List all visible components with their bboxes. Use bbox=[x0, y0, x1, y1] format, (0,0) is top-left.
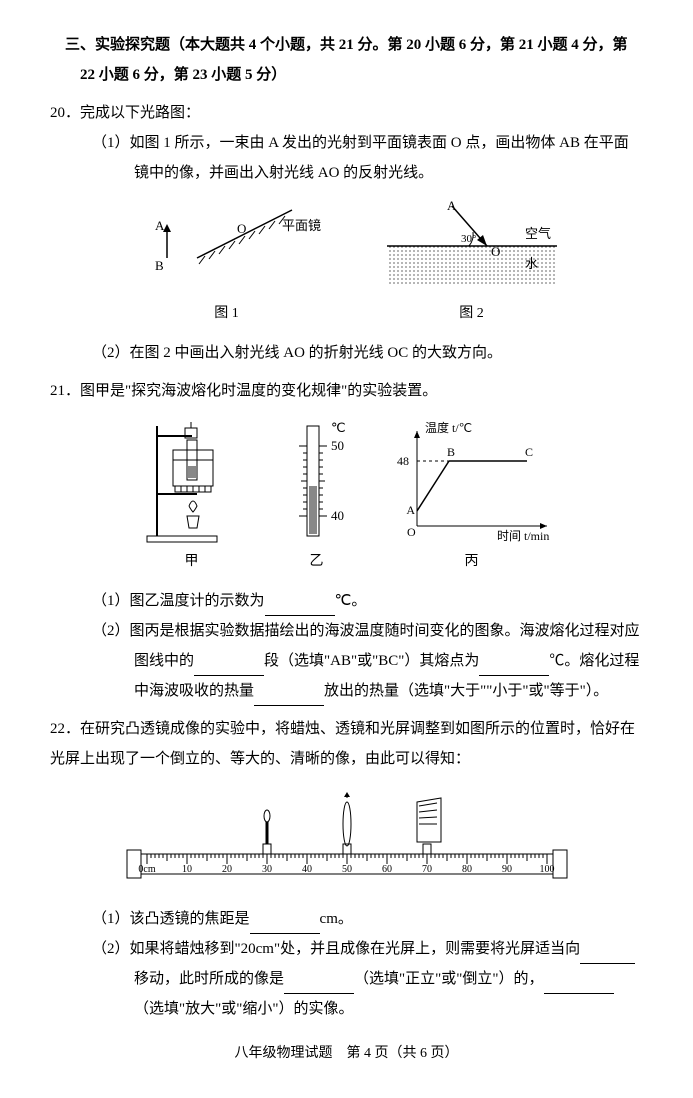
svg-text:0cm: 0cm bbox=[138, 864, 155, 875]
q22-p2-a: 如果将蜡烛移到"20cm"处，并且成像在光屏上，则需要将光屏适当向 bbox=[130, 941, 581, 957]
svg-text:平面镜: 平面镜 bbox=[282, 218, 321, 233]
svg-text:48: 48 bbox=[397, 454, 409, 468]
page-footer: 八年级物理试题 第 4 页（共 6 页） bbox=[50, 1040, 643, 1068]
svg-text:A: A bbox=[447, 198, 457, 213]
svg-text:B: B bbox=[155, 258, 164, 273]
blank bbox=[250, 915, 320, 934]
figure-jia: 甲 bbox=[137, 416, 247, 576]
blank bbox=[544, 975, 614, 994]
svg-text:水: 水 bbox=[525, 256, 538, 271]
q21-part1: （1）图乙温度计的示数为 ℃。 bbox=[92, 586, 643, 616]
q21-part2: （2）图丙是根据实验数据描绘出的海波温度随时间变化的图象。海波熔化过程对应图线中… bbox=[92, 616, 643, 706]
q21-p2-d: 放出的热量（选填"大于""小于"或"等于"）。 bbox=[324, 683, 608, 699]
blank bbox=[194, 657, 264, 676]
q22-part2: （2）如果将蜡烛移到"20cm"处，并且成像在光屏上，则需要将光屏适当向移动，此… bbox=[92, 934, 643, 1024]
svg-text:℃: ℃ bbox=[331, 420, 346, 435]
q21-p1-b: ℃。 bbox=[335, 593, 367, 609]
svg-text:70: 70 bbox=[422, 864, 432, 875]
svg-text:50: 50 bbox=[331, 438, 344, 453]
figure-1: A B O 平面镜 图 1 bbox=[127, 198, 327, 328]
optical-bench-svg: 0cm 10 20 30 40 50 60 70 80 90 100 bbox=[117, 784, 577, 894]
q22-p1-prefix: （1） bbox=[92, 911, 130, 927]
svg-text:80: 80 bbox=[462, 864, 472, 875]
svg-text:90: 90 bbox=[502, 864, 512, 875]
question-21: 21．图甲是"探究海波熔化时温度的变化规律"的实验装置。 bbox=[50, 376, 643, 706]
q22-p2-prefix: （2） bbox=[92, 941, 130, 957]
svg-text:30: 30 bbox=[262, 864, 272, 875]
blank bbox=[479, 657, 549, 676]
svg-text:O: O bbox=[237, 221, 246, 236]
q22-part1: （1）该凸透镜的焦距是 cm。 bbox=[92, 904, 643, 934]
figure-2: A O 30° 空气 水 图 2 bbox=[377, 198, 567, 328]
svg-text:40: 40 bbox=[302, 864, 312, 875]
q22-p2-b: 移动，此时所成的像是 bbox=[134, 971, 284, 987]
q22-p1-a: 该凸透镜的焦距是 bbox=[130, 911, 250, 927]
q22-stem: 在研究凸透镜成像的实验中，将蜡烛、透镜和光屏调整到如图所示的位置时，恰好在光屏上… bbox=[50, 721, 635, 767]
svg-text:100: 100 bbox=[539, 864, 554, 875]
blank bbox=[580, 945, 635, 964]
figure-yi-svg: ℃ 50 40 bbox=[277, 416, 357, 546]
svg-text:60: 60 bbox=[382, 864, 392, 875]
svg-text:温度 t/℃: 温度 t/℃ bbox=[425, 420, 472, 435]
q22-figure: 0cm 10 20 30 40 50 60 70 80 90 100 bbox=[50, 784, 643, 894]
blank bbox=[254, 687, 324, 706]
question-20: 20．完成以下光路图： （1）如图 1 所示，一束由 A 发出的光射到平面镜表面… bbox=[50, 98, 643, 368]
q20-p1-prefix: （1） bbox=[92, 135, 130, 151]
q21-number: 21． bbox=[50, 383, 80, 399]
svg-text:O: O bbox=[407, 525, 416, 539]
section-title: 三、实验探究题（本大题共 4 个小题，共 21 分。第 20 小题 6 分，第 … bbox=[50, 30, 643, 90]
svg-text:50: 50 bbox=[342, 864, 352, 875]
q20-number: 20． bbox=[50, 105, 80, 121]
figure-bing-svg: 48 A B C O 温度 t/℃ 时间 t/min bbox=[387, 416, 557, 546]
svg-text:C: C bbox=[525, 445, 533, 459]
q22-p2-d: （选填"放大"或"缩小"）的实像。 bbox=[134, 1001, 354, 1017]
figure-2-caption: 图 2 bbox=[377, 300, 567, 328]
figure-1-caption: 图 1 bbox=[127, 300, 327, 328]
svg-text:30°: 30° bbox=[461, 233, 476, 245]
q20-part1: （1）如图 1 所示，一束由 A 发出的光射到平面镜表面 O 点，画出物体 AB… bbox=[92, 128, 643, 188]
svg-text:20: 20 bbox=[222, 864, 232, 875]
figure-bing-caption: 丙 bbox=[387, 548, 557, 576]
q20-p2-prefix: （2） bbox=[92, 345, 130, 361]
svg-text:A: A bbox=[155, 218, 165, 233]
figure-jia-caption: 甲 bbox=[137, 548, 247, 576]
question-22: 22．在研究凸透镜成像的实验中，将蜡烛、透镜和光屏调整到如图所示的位置时，恰好在… bbox=[50, 714, 643, 1024]
q21-p2-prefix: （2） bbox=[92, 623, 130, 639]
svg-text:40: 40 bbox=[331, 508, 344, 523]
figure-jia-svg bbox=[137, 416, 247, 546]
q21-figures: 甲 bbox=[50, 416, 643, 576]
q21-p1-a: 图乙温度计的示数为 bbox=[130, 593, 265, 609]
svg-text:空气: 空气 bbox=[525, 226, 551, 241]
q20-p1-text: 如图 1 所示，一束由 A 发出的光射到平面镜表面 O 点，画出物体 AB 在平… bbox=[130, 135, 629, 181]
q20-part2: （2）在图 2 中画出入射光线 AO 的折射光线 OC 的大致方向。 bbox=[92, 338, 643, 368]
figure-1-svg: A B O 平面镜 bbox=[127, 198, 327, 298]
q22-number: 22． bbox=[50, 721, 80, 737]
q22-p2-c: （选填"正立"或"倒立"）的， bbox=[354, 971, 544, 987]
q22-p1-b: cm。 bbox=[320, 911, 353, 927]
blank bbox=[265, 597, 335, 616]
svg-text:A: A bbox=[406, 503, 415, 517]
svg-text:时间 t/min: 时间 t/min bbox=[497, 529, 549, 543]
figure-yi-caption: 乙 bbox=[277, 548, 357, 576]
q20-stem: 完成以下光路图： bbox=[80, 105, 200, 121]
q20-figures: A B O 平面镜 图 1 A O 30° bbox=[50, 198, 643, 328]
q21-p2-b: 段（选填"AB"或"BC"）其熔点为 bbox=[264, 653, 479, 669]
q21-p1-prefix: （1） bbox=[92, 593, 130, 609]
q21-stem: 图甲是"探究海波熔化时温度的变化规律"的实验装置。 bbox=[80, 383, 437, 399]
svg-text:B: B bbox=[447, 445, 455, 459]
q20-p2-text: 在图 2 中画出入射光线 AO 的折射光线 OC 的大致方向。 bbox=[130, 345, 503, 361]
figure-bing: 48 A B C O 温度 t/℃ 时间 t/min 丙 bbox=[387, 416, 557, 576]
blank bbox=[284, 975, 354, 994]
svg-text:O: O bbox=[491, 244, 500, 259]
figure-yi: ℃ 50 40 乙 bbox=[277, 416, 357, 576]
svg-text:10: 10 bbox=[182, 864, 192, 875]
figure-2-svg: A O 30° 空气 水 bbox=[377, 198, 567, 298]
